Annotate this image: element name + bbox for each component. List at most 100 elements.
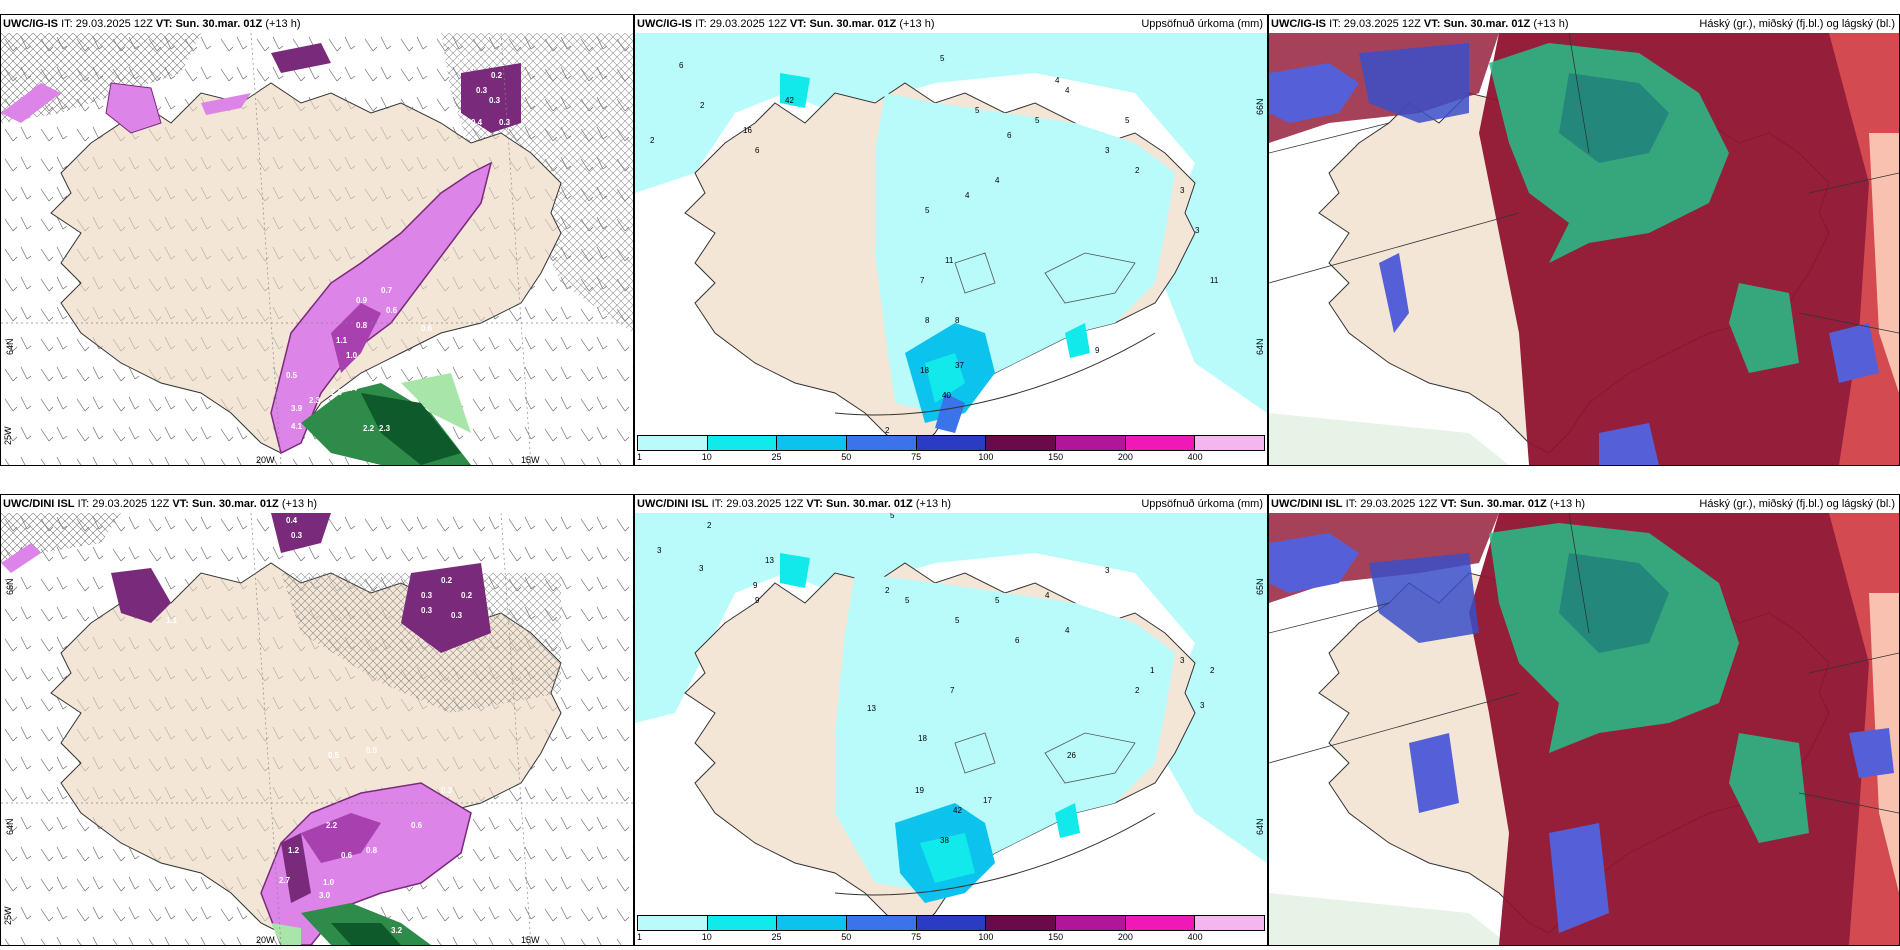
it-value: 29.03.2025 12Z (75, 18, 153, 30)
legend-ticks: 1 10 25 50 75 100 150 200 400 (637, 932, 1265, 944)
precip-value-labels: 2 5 3 3 13 9 9 2 5 4 3 5 5 6 4 7 13 18 1… (657, 513, 1215, 845)
it-label: IT: (1345, 498, 1358, 510)
value-label: 4 (1055, 76, 1060, 85)
model-name: UWC/IG-IS (1271, 18, 1326, 30)
lat-label-66n: 66N (5, 578, 15, 595)
value-label: 0.3 (441, 786, 453, 795)
lat-label-25w: 25W (3, 426, 13, 445)
legend-swatch (1056, 436, 1126, 450)
value-label: 4 (1065, 86, 1070, 95)
panel-wind-precip-row1: UWC/IG-IS IT: 29.03.2025 12Z VT: Sun. 30… (0, 14, 634, 466)
lead-time: (+13 h) (899, 18, 935, 30)
cloud-title: Háský (gr.), miðský (fj.bl.) og lágský (… (1699, 498, 1895, 510)
value-label: 38 (940, 836, 949, 845)
value-label: 4 (995, 176, 1000, 185)
value-label: 2.7 (279, 876, 291, 885)
value-label: 3 (1200, 701, 1205, 710)
vt-value: Sun. 30.mar. 01Z (1459, 498, 1547, 510)
legend-tick: 1 (637, 452, 643, 462)
value-label: 5 (890, 513, 895, 520)
legend-swatch (707, 436, 778, 450)
it-value: 29.03.2025 12Z (1343, 18, 1421, 30)
value-label: 1.1 (336, 336, 348, 345)
lon-label-15w: 15W (521, 455, 540, 465)
model-name: UWC/IG-IS (637, 18, 692, 30)
legend-tick: 25 (771, 932, 782, 942)
value-label: 11 (945, 256, 954, 265)
lat-label-25w: 25W (3, 906, 13, 925)
value-label: 2 (1210, 666, 1215, 675)
legend-swatch (1125, 916, 1196, 930)
it-value: 29.03.2025 12Z (1360, 498, 1438, 510)
value-label: 4 (1045, 591, 1050, 600)
value-label: 0.8 (366, 846, 378, 855)
cloud-map (1269, 33, 1899, 465)
value-label: 5 (905, 596, 910, 605)
vt-value: Sun. 30.mar. 01Z (175, 18, 263, 30)
vt-label: VT: (1423, 18, 1441, 30)
value-label: 3 (699, 564, 704, 573)
lon-label-20w: 20W (256, 935, 275, 945)
value-label: 0.7 (381, 286, 393, 295)
lead-time: (+13 h) (915, 498, 952, 510)
value-label: 6 (679, 61, 684, 70)
vt-value: Sun. 30.mar. 01Z (825, 498, 913, 510)
lead-time: (+13 h) (265, 18, 301, 30)
wind-precip-map: 0.4 0.3 0.2 0.3 0.4 0.3 0.6 0.7 0.9 1.1 … (1, 33, 633, 465)
model-name: UWC/DINI ISL (1271, 498, 1343, 510)
value-label: 5 (1125, 116, 1130, 125)
wind-precip-map: 0.4 0.3 0.3 0.2 0.3 0.2 0.3 0.5 0.3 2.2 … (1, 513, 633, 945)
model-name: UWC/IG-IS (3, 18, 58, 30)
panel-clouds-row2: UWC/DINI ISL IT: 29.03.2025 12Z VT: Sun.… (1268, 494, 1900, 946)
legend-swatch (638, 916, 708, 930)
value-label: 2.2 (326, 821, 338, 830)
value-label: 5 (975, 106, 980, 115)
panel-precip-row2: UWC/DINI ISL IT: 29.03.2025 12Z VT: Sun.… (634, 494, 1268, 946)
value-label: 42 (785, 96, 794, 105)
legend-tick: 75 (911, 452, 922, 462)
value-label: 4.1 (291, 422, 303, 431)
model-name: UWC/DINI ISL (3, 498, 75, 510)
lat-label-64n: 64N (5, 338, 15, 355)
it-label: IT: (61, 18, 73, 30)
cloud-title: Háský (gr.), miðský (fj.bl.) og lágský (… (1699, 18, 1895, 30)
legend-swatch (1195, 916, 1265, 930)
value-label: 1.0 (323, 878, 335, 887)
value-label: 9 (753, 581, 758, 590)
precip-purple (260, 782, 472, 945)
legend-tick: 100 (978, 932, 994, 942)
panel-header: UWC/IG-IS IT: 29.03.2025 12Z VT: Sun. 30… (1, 15, 633, 33)
it-value: 29.03.2025 12Z (92, 498, 170, 510)
value-label: 42 (953, 806, 962, 815)
value-label: 9 (1095, 346, 1100, 355)
value-label: 18 (918, 734, 927, 743)
legend-tick: 400 (1187, 932, 1203, 942)
it-label: IT: (695, 18, 707, 30)
value-label: 19 (915, 786, 924, 795)
value-label: 3 (1195, 226, 1200, 235)
legend-swatch (1125, 436, 1196, 450)
precip-value-labels: 6 5 2 2 16 6 42 4 5 6 5 4 3 5 4 4 5 2 3 … (650, 54, 1219, 435)
legend-tick: 400 (1187, 452, 1203, 462)
value-label: 0.3 (421, 591, 433, 600)
legend-swatch (777, 916, 848, 930)
value-label: 26 (1067, 751, 1076, 760)
value-label: 3 (657, 546, 662, 555)
value-label: 0.3 (291, 531, 303, 540)
precip-legend: 1 10 25 50 75 100 150 200 400 (635, 915, 1267, 945)
legend-swatches (637, 915, 1265, 931)
cloud-map (1269, 513, 1899, 945)
model-name: UWC/DINI ISL (637, 498, 709, 510)
legend-ticks: 1 10 25 50 75 100 150 200 400 (637, 452, 1265, 464)
value-label: 8 (925, 316, 930, 325)
value-label: 0.2 (491, 71, 503, 80)
value-label: 0.2 (441, 576, 453, 585)
value-label: 0.5 (328, 751, 340, 760)
value-label: 3 (1105, 146, 1110, 155)
vt-value: Sun. 30.mar. 01Z (1443, 18, 1531, 30)
value-label: 16 (743, 126, 752, 135)
value-label: 7 (950, 686, 955, 695)
value-label: 1.1 (166, 616, 178, 625)
vt-label: VT: (172, 498, 189, 510)
it-label: IT: (1329, 18, 1341, 30)
